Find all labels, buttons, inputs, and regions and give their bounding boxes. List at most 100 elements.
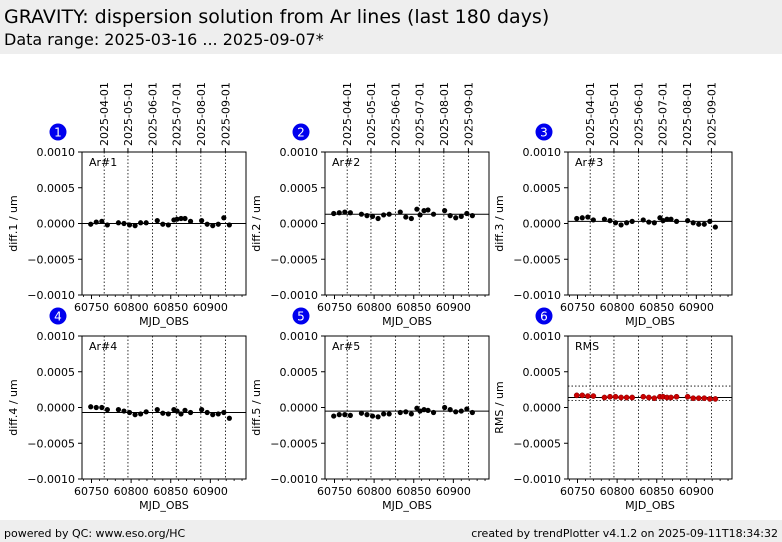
x-tick-label: 60900: [436, 485, 471, 498]
x-tick-label: 60800: [357, 485, 392, 498]
y-axis-label: diff.1 / um: [7, 195, 20, 252]
data-point: [447, 407, 453, 413]
panel-label: Ar#2: [332, 156, 360, 169]
data-point: [386, 411, 392, 417]
data-point: [331, 413, 337, 419]
data-point: [618, 394, 624, 401]
data-point: [375, 414, 381, 420]
date-tick-label: 2025-04-01: [584, 82, 597, 146]
data-point: [187, 409, 194, 416]
data-point: [165, 411, 171, 417]
footer-bar: powered by QC: www.eso.org/HC created by…: [0, 520, 782, 542]
x-axis-label: MJD_OBS: [382, 315, 432, 328]
data-point: [99, 218, 105, 224]
data-point: [673, 393, 680, 400]
data-point: [447, 213, 453, 219]
data-point: [453, 409, 459, 415]
x-tick-label: 60900: [679, 485, 714, 498]
data-point: [579, 392, 586, 399]
y-tick-label: 0.0005: [37, 366, 76, 379]
date-tick-label: 2025-05-01: [122, 82, 135, 146]
data-point: [99, 404, 105, 411]
data-point: [464, 210, 470, 217]
panel-badge-icon: [535, 307, 553, 325]
y-tick-label: 0.0005: [523, 182, 562, 195]
data-point: [408, 215, 414, 222]
data-point: [154, 407, 160, 413]
panel-badge-icon: [49, 307, 67, 325]
data-point: [696, 221, 702, 227]
data-point: [629, 394, 636, 401]
data-point: [397, 409, 403, 416]
panel-badge-icon: [292, 123, 310, 141]
y-tick-label: 0.0005: [280, 182, 319, 195]
data-point: [417, 212, 423, 218]
data-point: [93, 219, 99, 225]
date-tick-label: 2025-08-01: [681, 82, 694, 146]
data-point: [342, 209, 348, 215]
x-tick-label: 60850: [639, 485, 674, 498]
data-point: [425, 207, 431, 213]
x-tick-label: 60750: [74, 301, 109, 314]
data-point: [601, 216, 608, 222]
y-tick-label: 0.0010: [523, 330, 562, 343]
y-axis-label: diff.5 / um: [250, 379, 263, 436]
x-tick-label: 60750: [317, 485, 352, 498]
data-point: [381, 212, 387, 218]
data-point: [469, 213, 475, 219]
panel-5: −0.0010 −0.0005 0.0000 0.0005 0.0010 60750 608…: [250, 307, 490, 512]
data-point: [336, 210, 342, 216]
y-tick-label: 0.0010: [37, 330, 76, 343]
panel-badge-icon: [292, 307, 310, 325]
data-point: [453, 215, 459, 221]
x-tick-label: 60900: [193, 485, 228, 498]
y-axis-label: RMS / um: [493, 381, 506, 434]
data-point: [221, 409, 227, 416]
y-tick-label: −0.0005: [513, 437, 561, 450]
data-point: [701, 395, 708, 402]
data-point: [104, 407, 110, 413]
data-point: [178, 411, 184, 417]
x-axis-label: MJD_OBS: [139, 499, 189, 512]
x-tick-label: 60750: [74, 485, 109, 498]
date-tick-label: 2025-04-01: [341, 82, 354, 146]
x-tick-label: 60850: [639, 301, 674, 314]
data-point: [204, 409, 210, 416]
data-point: [165, 222, 171, 228]
panel-badge-number: 5: [297, 310, 305, 324]
data-point: [707, 218, 713, 224]
footer-created-by: created by trendPlotter v4.1.2 on 2025-0…: [471, 527, 778, 540]
data-point: [182, 407, 188, 413]
x-tick-label: 60850: [396, 485, 431, 498]
data-point: [590, 393, 597, 399]
data-point: [458, 213, 464, 219]
y-axis-label: diff.3 / um: [493, 195, 506, 252]
y-tick-label: −0.0005: [270, 253, 318, 266]
panel-badge-number: 1: [54, 126, 62, 140]
panel-label: RMS: [575, 340, 599, 353]
date-tick-label: 2025-07-01: [413, 82, 426, 146]
y-tick-label: 0.0010: [280, 146, 319, 159]
date-tick-label: 2025-06-01: [633, 82, 646, 146]
y-tick-label: −0.0010: [513, 289, 561, 302]
data-point: [132, 412, 138, 418]
data-point: [664, 216, 670, 222]
data-point: [204, 221, 210, 227]
data-point: [469, 409, 475, 416]
data-point: [673, 218, 680, 224]
date-tick-label: 2025-05-01: [608, 82, 621, 146]
x-tick-label: 60800: [600, 301, 635, 314]
data-point: [221, 215, 227, 221]
data-point: [684, 393, 691, 400]
data-point: [336, 412, 342, 418]
y-tick-label: 0.0000: [280, 402, 319, 415]
panel-label: Ar#3: [575, 156, 603, 169]
data-point: [585, 214, 591, 220]
x-tick-label: 60850: [153, 485, 188, 498]
data-point: [143, 409, 149, 415]
y-tick-label: 0.0000: [523, 402, 562, 415]
date-tick-label: 2025-06-01: [390, 82, 403, 146]
data-point: [403, 214, 409, 220]
y-axis-label: diff.2 / um: [250, 195, 263, 252]
x-tick-label: 60900: [193, 301, 228, 314]
